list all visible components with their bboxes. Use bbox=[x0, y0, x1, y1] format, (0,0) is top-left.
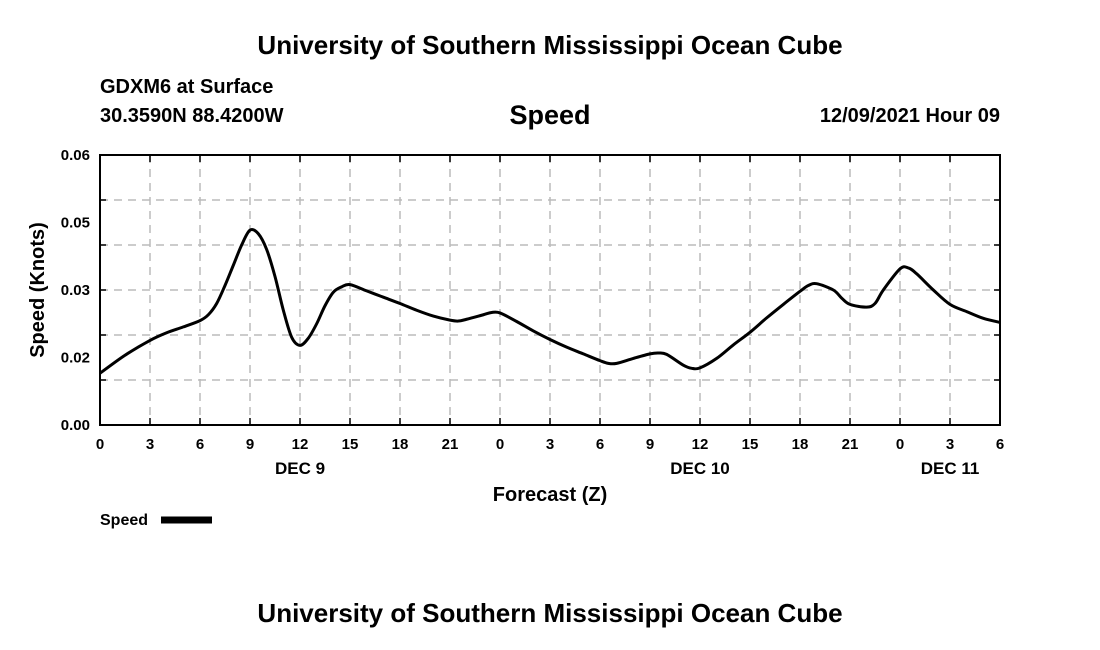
y-tick-label: 0.05 bbox=[61, 215, 90, 232]
x-tick-label: 6 bbox=[596, 436, 604, 453]
station-label: GDXM6 at Surface bbox=[100, 76, 274, 98]
x-tick-label: 21 bbox=[442, 436, 459, 453]
series-line-speed bbox=[99, 227, 1001, 375]
x-tick-label: 0 bbox=[896, 436, 904, 453]
footer-title: University of Southern Mississippi Ocean… bbox=[257, 598, 843, 628]
y-tick-label: 0.00 bbox=[61, 417, 90, 434]
date-label: DEC 9 bbox=[275, 459, 325, 478]
x-tick-label: 15 bbox=[742, 436, 759, 453]
legend-label: Speed bbox=[100, 512, 148, 529]
date-label: DEC 11 bbox=[921, 459, 980, 478]
x-tick-label: 18 bbox=[792, 436, 809, 453]
x-tick-label: 6 bbox=[196, 436, 204, 453]
x-tick-label: 3 bbox=[546, 436, 554, 453]
y-axis-label: Speed (Knots) bbox=[27, 222, 49, 358]
x-tick-label: 12 bbox=[692, 436, 709, 453]
x-tick-label: 0 bbox=[96, 436, 104, 453]
x-tick-label: 6 bbox=[996, 436, 1004, 453]
x-tick-label: 12 bbox=[292, 436, 309, 453]
tick-labels: 0.00 0.02 0.03 0.05 0.06 0 3 6 9 12 15 18 21 0 3 6 9 12 15… bbox=[61, 147, 1004, 478]
x-tick-label: 9 bbox=[646, 436, 654, 453]
x-tick-label: 15 bbox=[342, 436, 359, 453]
plot-frame bbox=[99, 154, 1001, 426]
x-tick-label: 0 bbox=[496, 436, 504, 453]
x-tick-label: 3 bbox=[146, 436, 154, 453]
date-label: DEC 10 bbox=[670, 459, 730, 478]
series-layer bbox=[99, 227, 1001, 375]
y-tick-label: 0.02 bbox=[61, 350, 90, 367]
legend: Speed bbox=[100, 512, 212, 529]
coordinates-label: 30.3590N 88.4200W bbox=[100, 105, 284, 127]
timestamp-label: 12/09/2021 Hour 09 bbox=[819, 105, 1000, 127]
x-axis-label: Forecast (Z) bbox=[493, 484, 607, 506]
y-tick-label: 0.03 bbox=[61, 282, 90, 299]
x-tick-label: 9 bbox=[246, 436, 254, 453]
x-tick-label: 3 bbox=[946, 436, 954, 453]
y-tick-label: 0.06 bbox=[61, 147, 90, 164]
chart-title: Speed bbox=[509, 100, 591, 130]
x-tick-label: 18 bbox=[392, 436, 409, 453]
x-tick-label: 21 bbox=[842, 436, 859, 453]
page-title: University of Southern Mississippi Ocean… bbox=[257, 30, 843, 60]
grid-lines bbox=[100, 155, 1000, 425]
